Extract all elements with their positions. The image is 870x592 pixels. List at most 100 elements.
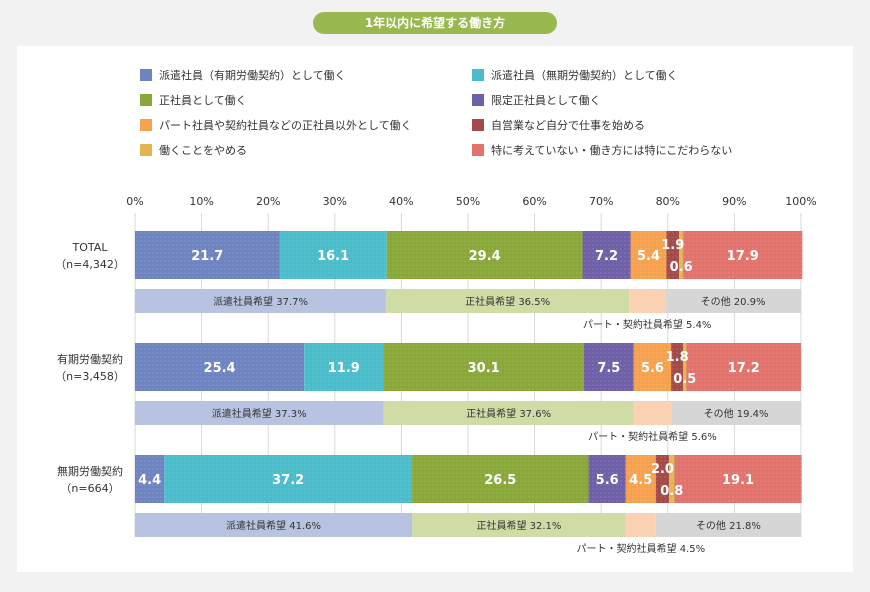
summary-label: パート・契約社員希望 4.5%	[577, 542, 706, 555]
bar-segment-texture	[583, 343, 634, 391]
legend-swatch	[472, 69, 484, 81]
x-tick-label: 60%	[522, 195, 546, 208]
legend-swatch	[140, 144, 152, 156]
category-label: 無期労働契約	[57, 464, 123, 478]
category-label: 有期労働契約	[57, 352, 123, 366]
bar-segment-texture	[671, 343, 684, 391]
x-tick-label: 50%	[456, 195, 480, 208]
bar-segment-texture	[683, 343, 687, 391]
legend-item: 働くことをやめる	[140, 142, 247, 158]
bar-segment-texture	[135, 343, 305, 391]
bar-segment-texture	[686, 343, 801, 391]
summary-segment	[629, 289, 666, 313]
legend-label: 特に考えていない・働き方には特にこだわらない	[491, 144, 733, 157]
summary-segment	[625, 513, 656, 537]
bar-segment-texture	[279, 231, 387, 279]
summary-segment	[135, 289, 387, 313]
x-tick-label: 10%	[189, 195, 213, 208]
summary-segment	[633, 401, 672, 425]
bar-value-label: 16.1	[317, 249, 349, 264]
summary-segment	[671, 401, 801, 425]
bar-segment-texture	[304, 343, 384, 391]
summary-label: パート・契約社員希望 5.4%	[583, 318, 712, 331]
bar-segment-texture	[666, 231, 680, 279]
legend-swatch	[472, 144, 484, 156]
x-tick-label: 90%	[722, 195, 746, 208]
bar-segment-texture	[383, 343, 584, 391]
summary-label: その他 20.9%	[701, 295, 766, 308]
legend-swatch	[472, 119, 484, 131]
bar-value-label: 17.9	[727, 249, 759, 264]
bar-value-label: 0.5	[673, 372, 696, 387]
summary-segment	[665, 289, 801, 313]
bar-segment-texture	[582, 231, 631, 279]
legend-label: 派遣社員（無期労働契約）として働く	[491, 69, 678, 82]
bar-value-label: 4.5	[629, 473, 652, 488]
legend-item: 限定正社員として働く	[472, 92, 601, 108]
bar-value-label: 0.8	[660, 484, 683, 499]
bar-value-label: 17.2	[728, 361, 760, 376]
category-n-label: （n=3,458）	[55, 370, 125, 383]
bar-segment-texture	[135, 455, 165, 503]
summary-segment	[655, 513, 801, 537]
legend-item: パート社員や契約社員などの正社員以外として働く	[140, 117, 412, 133]
bar-value-label: 1.9	[661, 238, 684, 253]
bar-segment-texture	[164, 455, 413, 503]
bar-value-label: 19.1	[722, 473, 754, 488]
category-n-label: （n=664）	[60, 482, 119, 495]
x-tick-label: 30%	[323, 195, 347, 208]
bar-value-label: 21.7	[191, 249, 223, 264]
bar-segment-texture	[135, 231, 280, 279]
legend-swatch	[140, 94, 152, 106]
bar-segment-texture	[625, 455, 656, 503]
bar-segment-texture	[669, 455, 675, 503]
bar-value-label: 11.9	[328, 361, 360, 376]
legend-label: 働くことをやめる	[159, 144, 247, 157]
summary-label: 正社員希望 36.5%	[465, 295, 550, 308]
legend-label: パート社員や契約社員などの正社員以外として働く	[159, 119, 412, 132]
category-n-label: （n=4,342）	[55, 258, 125, 271]
bar-segment-texture	[630, 231, 667, 279]
legend-item: 自営業など自分で仕事を始める	[472, 117, 645, 133]
x-tick-label: 100%	[785, 195, 816, 208]
bar-value-label: 7.5	[597, 361, 620, 376]
summary-segment	[386, 289, 630, 313]
category-label: TOTAL	[72, 241, 109, 254]
bar-value-label: 0.6	[670, 260, 693, 275]
bar-value-label: 25.4	[204, 361, 236, 376]
bar-segment-texture	[633, 343, 672, 391]
x-tick-label: 0%	[126, 195, 143, 208]
bar-value-label: 29.4	[469, 249, 501, 264]
bar-value-label: 5.4	[637, 249, 660, 264]
bar-value-label: 5.6	[641, 361, 664, 376]
bar-segment-texture	[683, 231, 803, 279]
bar-value-label: 4.4	[138, 473, 161, 488]
x-tick-label: 70%	[589, 195, 613, 208]
summary-label: その他 19.4%	[704, 407, 769, 420]
bar-segment-texture	[679, 231, 684, 279]
bar-segment-texture	[412, 455, 589, 503]
legend-item: 派遣社員（無期労働契約）として働く	[472, 67, 678, 83]
summary-label: その他 21.8%	[696, 519, 761, 532]
legend-label: 正社員として働く	[159, 94, 247, 107]
legend-item: 特に考えていない・働き方には特にこだわらない	[472, 142, 732, 158]
bar-value-label: 37.2	[272, 473, 304, 488]
bar-value-label: 30.1	[468, 361, 500, 376]
summary-segment	[135, 513, 413, 537]
legend-swatch	[140, 119, 152, 131]
summary-segment	[383, 401, 634, 425]
bar-value-label: 2.0	[651, 462, 674, 477]
bar-value-label: 1.8	[666, 350, 689, 365]
summary-label: 派遣社員希望 37.3%	[212, 407, 307, 420]
summary-label: 派遣社員希望 37.7%	[213, 295, 308, 308]
chart-title: 1年以内に希望する働き方	[313, 12, 557, 34]
legend-swatch	[472, 94, 484, 106]
legend-label: 自営業など自分で仕事を始める	[491, 119, 645, 132]
summary-label: 正社員希望 32.1%	[476, 519, 561, 532]
x-tick-label: 40%	[389, 195, 413, 208]
summary-label: 派遣社員希望 41.6%	[226, 519, 321, 532]
legend-swatch	[140, 69, 152, 81]
legend-label: 派遣社員（有期労働契約）として働く	[159, 69, 346, 82]
bar-segment-texture	[655, 455, 670, 503]
